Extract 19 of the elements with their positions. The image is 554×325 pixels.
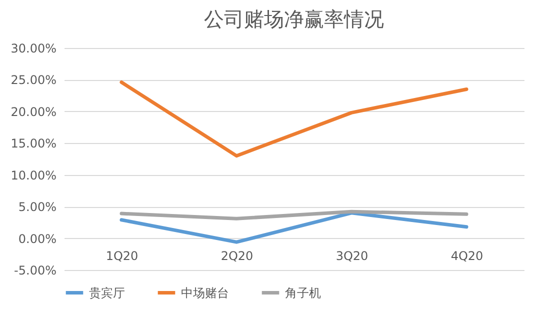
y-tick-label: 10.00% (10, 168, 56, 182)
y-tick-label: -5.00% (14, 264, 56, 278)
line-series (120, 210, 468, 220)
chart-title: 公司赌场净赢率情况 (204, 7, 384, 31)
y-tick-label: 25.00% (10, 73, 56, 88)
x-tick-label: 4Q20 (450, 248, 484, 263)
line-series (120, 80, 468, 158)
y-tick-label: 30.00% (10, 42, 56, 56)
y-tick-label: 20.00% (10, 104, 56, 119)
legend-label: 中场赌台 (181, 286, 229, 300)
line-series (120, 211, 468, 244)
x-tick-label: 3Q20 (336, 248, 368, 263)
legend-label: 角子机 (285, 286, 321, 300)
x-tick-label: 2Q20 (220, 248, 254, 263)
legend-label: 贵宾厅 (89, 286, 125, 300)
y-tick-label: 15.00% (10, 136, 56, 151)
x-tick-label: 1Q20 (106, 248, 138, 263)
y-tick-label: 5.00% (18, 200, 56, 214)
y-tick-label: 0.00% (18, 232, 56, 246)
